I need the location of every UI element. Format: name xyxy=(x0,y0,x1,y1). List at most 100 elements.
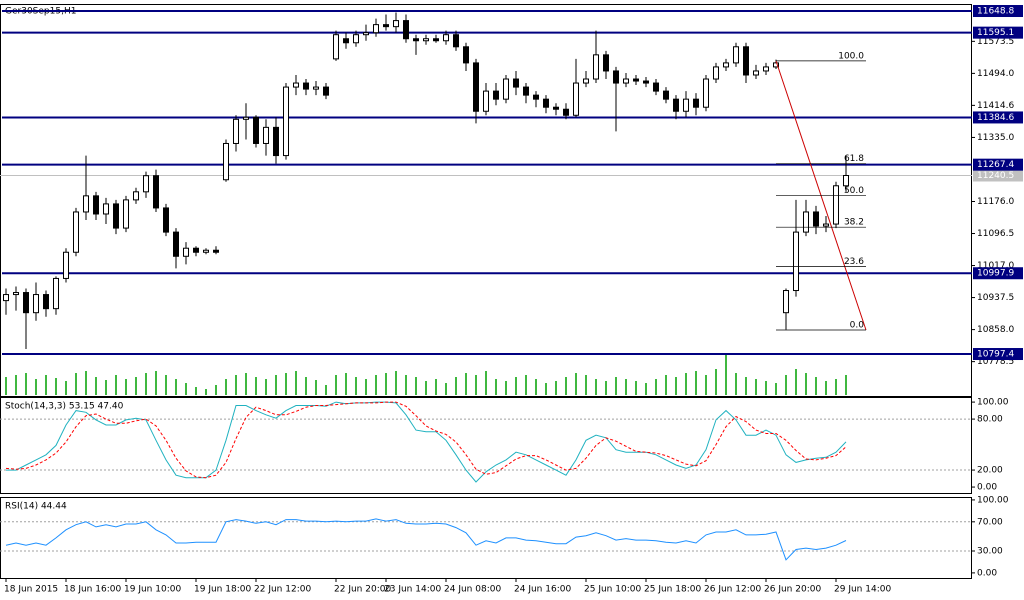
panel-frame xyxy=(0,4,972,397)
x-tick-label: 23 Jun 14:00 xyxy=(384,585,441,595)
candle-body xyxy=(43,294,49,310)
y-tick-label: 70.00 xyxy=(977,517,1003,527)
x-tick-label: 22 Jun 20:00 xyxy=(334,585,391,595)
level-box xyxy=(973,348,1023,361)
candle-body xyxy=(373,24,379,34)
candle-body xyxy=(663,90,669,100)
candle-body xyxy=(733,46,739,64)
candle-body xyxy=(653,82,659,92)
candle-body xyxy=(613,70,619,84)
y-tick-label: 11494.0 xyxy=(977,69,1014,79)
candle-body xyxy=(253,116,259,144)
candle-body xyxy=(63,251,69,279)
candle-body xyxy=(393,20,399,28)
candle-body xyxy=(593,54,599,80)
candle-body xyxy=(793,231,799,292)
candle-body xyxy=(583,78,589,84)
y-tick-label: 11096.5 xyxy=(977,229,1014,239)
x-tick-label: 24 Jun 16:00 xyxy=(514,585,571,595)
y-tick-label: 10858.0 xyxy=(977,325,1014,335)
candle-body xyxy=(673,98,679,112)
candle-body xyxy=(103,203,109,215)
panel-frame xyxy=(0,497,972,579)
candle-body xyxy=(493,90,499,100)
candle-body xyxy=(363,32,369,36)
candle-body xyxy=(153,175,159,209)
candle-body xyxy=(413,38,419,42)
candle-body xyxy=(123,199,129,229)
candle-body xyxy=(173,231,179,257)
y-tick-label: 0.00 xyxy=(977,568,997,578)
fib-label: 61.8 xyxy=(844,154,864,164)
current-price-label: 11240.5 xyxy=(977,171,1014,181)
candle-body xyxy=(333,34,339,60)
candle-body xyxy=(313,86,319,90)
y-tick-label: 20.00 xyxy=(977,466,1003,476)
candle-body xyxy=(183,247,189,257)
candle-body xyxy=(643,80,649,84)
candle-body xyxy=(423,38,429,42)
level-label: 10797.4 xyxy=(977,350,1014,360)
current-price-box xyxy=(973,169,1023,182)
candle-body xyxy=(623,78,629,84)
candle-body xyxy=(723,62,729,68)
candle-body xyxy=(33,294,39,314)
candle-body xyxy=(23,292,29,314)
indicator-line xyxy=(5,518,847,561)
candle-body xyxy=(3,294,9,302)
x-tick-label: 25 Jun 10:00 xyxy=(584,585,641,595)
candle-body xyxy=(213,249,219,253)
candle-body xyxy=(353,34,359,44)
candle-body xyxy=(443,34,449,42)
candle-body xyxy=(823,223,829,227)
x-tick-label: 19 Jun 10:00 xyxy=(124,585,181,595)
y-tick-label: 11176.0 xyxy=(977,197,1014,207)
x-tick-label: 22 Jun 12:00 xyxy=(254,585,311,595)
y-tick-label: 30.00 xyxy=(977,547,1003,557)
candle-body xyxy=(143,175,149,193)
level-label: 10997.9 xyxy=(977,269,1014,279)
x-tick-label: 18 Jun 16:00 xyxy=(64,585,121,595)
level-label: 11648.8 xyxy=(977,7,1014,17)
level-box xyxy=(973,267,1023,280)
x-tick-label: 18 Jun 2015 xyxy=(4,585,58,595)
candle-body xyxy=(53,277,59,310)
indicator-title: RSI(14) 44.44 xyxy=(5,502,67,512)
y-tick-label: 10937.5 xyxy=(977,293,1014,303)
candle-body xyxy=(543,98,549,108)
candle-body xyxy=(503,78,509,100)
candle-body xyxy=(223,142,229,181)
fib-label: 23.6 xyxy=(844,257,864,267)
candle-body xyxy=(573,82,579,116)
candle-body xyxy=(763,66,769,72)
y-tick-label: 100.00 xyxy=(977,495,1009,505)
y-tick-label: 80.00 xyxy=(977,415,1003,425)
y-tick-label: 11017.0 xyxy=(977,261,1014,271)
level-box xyxy=(973,26,1023,39)
candle-body xyxy=(713,66,719,80)
x-tick-label: 26 Jun 12:00 xyxy=(704,585,761,595)
fib-label: 100.0 xyxy=(838,51,864,61)
x-tick-label: 26 Jun 20:00 xyxy=(764,585,821,595)
candle-body xyxy=(533,94,539,100)
level-label: 11384.6 xyxy=(977,113,1014,123)
candle-body xyxy=(163,207,169,233)
y-tick-label: 10778.5 xyxy=(977,357,1014,367)
candle-body xyxy=(263,126,269,144)
candle-body xyxy=(343,38,349,44)
x-tick-label: 24 Jun 08:00 xyxy=(444,585,501,595)
candle-body xyxy=(553,106,559,110)
indicator-title: Stoch(14,3,3) 53.15 47.40 xyxy=(5,402,124,412)
candle-body xyxy=(523,86,529,96)
y-tick-label: 0.00 xyxy=(977,483,997,493)
candle-body xyxy=(93,195,99,215)
x-tick-label: 29 Jun 14:00 xyxy=(834,585,891,595)
panel-frame xyxy=(0,397,972,494)
candle-body xyxy=(243,116,249,120)
candle-body xyxy=(233,118,239,144)
candle-body xyxy=(813,211,819,227)
candle-body xyxy=(453,34,459,48)
fib-label: 0.0 xyxy=(850,321,865,331)
candle-body xyxy=(303,82,309,90)
